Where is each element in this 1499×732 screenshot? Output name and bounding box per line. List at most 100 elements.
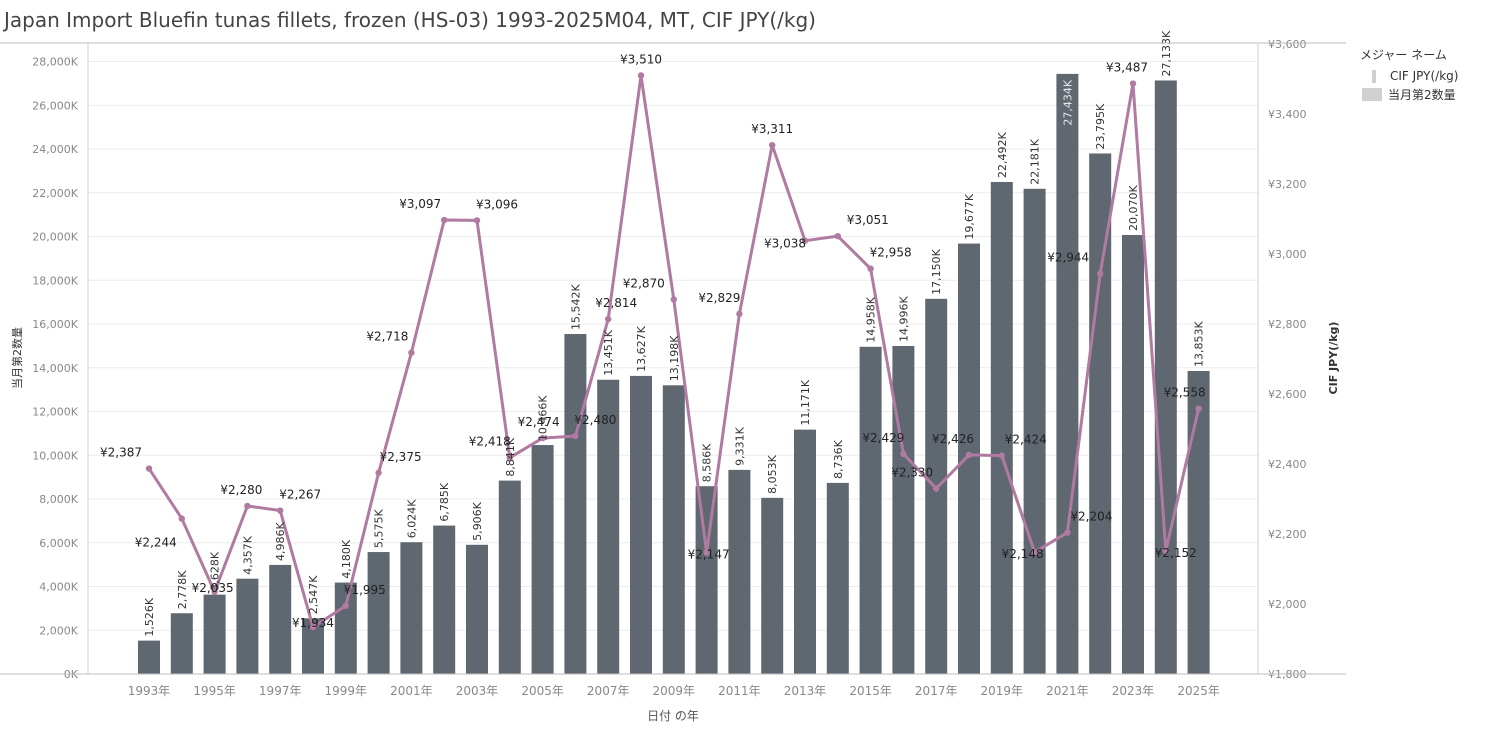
price-point-2025	[1195, 405, 1202, 412]
left-axis-title: 当月第2数量	[10, 327, 24, 389]
bar-label: 8,736K	[832, 439, 845, 478]
bar-2023	[1122, 234, 1144, 674]
price-point-2017	[933, 485, 940, 492]
price-line	[145, 72, 1202, 631]
left-tick-label: 24,000K	[32, 143, 78, 156]
price-label: ¥2,558	[1164, 386, 1206, 400]
price-label: ¥2,148	[1002, 547, 1044, 561]
price-label: ¥2,267	[279, 488, 321, 502]
price-point-2020	[1031, 549, 1038, 556]
price-label: ¥1,995	[344, 583, 386, 597]
bar-label: 15,542K	[569, 284, 582, 330]
price-point-1994	[178, 515, 185, 522]
bar-label: 2,547K	[307, 575, 320, 614]
price-point-2016	[900, 450, 907, 458]
price-point-1999	[342, 602, 349, 609]
legend-bar-swatch	[1362, 87, 1382, 101]
bar-label: 8,053K	[766, 454, 779, 493]
price-label: ¥2,147	[688, 548, 730, 562]
bar-2019	[990, 181, 1013, 675]
bar-label: 4,357K	[241, 535, 254, 574]
left-tick-label: 14,000K	[32, 362, 78, 375]
price-label: ¥2,426	[932, 432, 974, 446]
bar-2015	[859, 346, 882, 674]
price-point-1998	[309, 623, 317, 631]
bar-label: 9,331K	[733, 426, 746, 465]
x-tick-label: 2015年	[849, 684, 892, 698]
bar-label: 4,180K	[340, 539, 353, 578]
bar-label: 20,070K	[1127, 184, 1140, 230]
x-tick-label: 2007年	[587, 684, 630, 698]
x-tick-label: 2011年	[718, 684, 761, 698]
legend[interactable]: メジャー ネーム CIF JPY(/kg) 当月第2数量	[1360, 46, 1458, 103]
bar-label: 22,492K	[996, 131, 1009, 177]
price-point-2004	[506, 454, 513, 461]
right-tick-label: ¥2,400	[1268, 458, 1307, 471]
bar-label: 8,586K	[701, 443, 714, 482]
x-tick-label: 2017年	[915, 684, 958, 698]
price-label: ¥3,510	[620, 53, 662, 67]
legend-label-price: CIF JPY(/kg)	[1390, 69, 1459, 83]
price-label: ¥3,487	[1106, 61, 1148, 75]
x-tick-label: 2005年	[521, 684, 564, 698]
price-point-2005	[539, 434, 546, 442]
legend-item-quantity[interactable]: 当月第2数量	[1362, 85, 1458, 103]
left-tick-label: 10,000K	[32, 449, 78, 462]
legend-label-quantity: 当月第2数量	[1388, 87, 1456, 102]
bar-2008	[630, 375, 652, 674]
bar-label: 5,575K	[373, 509, 386, 548]
price-label: ¥1,934	[292, 616, 334, 630]
price-point-2000	[375, 469, 382, 476]
left-tick-label: 12,000K	[32, 406, 78, 419]
price-point-1997	[277, 507, 284, 514]
bar-label: 4,986K	[274, 521, 287, 560]
price-label: ¥2,204	[1070, 510, 1112, 524]
bar-2004	[498, 480, 521, 674]
x-tick-label: 2023年	[1112, 684, 1155, 698]
left-tick-label: 18,000K	[32, 274, 78, 287]
bar-label: 22,181K	[1029, 138, 1042, 184]
price-point-2012	[769, 141, 776, 149]
bar-label: 3,628K	[209, 551, 222, 590]
legend-title: メジャー ネーム	[1360, 48, 1447, 62]
price-label: ¥2,244	[135, 536, 177, 550]
axes: 0K2,000K4,000K6,000K8,000K10,000K12,000K…	[0, 38, 1346, 723]
bar-label: 2,778K	[176, 570, 189, 609]
bar-label: 10,466K	[537, 395, 550, 441]
x-tick-label: 2021年	[1046, 684, 1089, 698]
bar-1994	[170, 613, 193, 674]
price-label: ¥2,330	[891, 466, 933, 480]
bar-2020	[1023, 188, 1046, 674]
price-label: ¥3,096	[476, 197, 518, 211]
price-label: ¥2,829	[698, 291, 740, 305]
x-axis-title: 日付 の年	[647, 709, 699, 723]
price-point-2021	[1064, 529, 1071, 536]
left-tick-label: 8,000K	[39, 493, 78, 506]
price-label: ¥2,035	[192, 581, 234, 595]
bar-2016	[892, 345, 915, 674]
bar-label: 13,853K	[1193, 320, 1206, 366]
bar-2001	[400, 542, 423, 674]
price-point-2002	[441, 216, 448, 224]
price-point-2024	[1162, 547, 1170, 554]
price-label: ¥2,718	[366, 330, 408, 344]
right-tick-label: ¥3,600	[1268, 38, 1307, 51]
left-tick-label: 22,000K	[32, 187, 78, 200]
price-label: ¥2,387	[100, 446, 142, 460]
price-label: ¥3,038	[764, 237, 806, 251]
bar-label: 13,627K	[635, 325, 648, 371]
bar-label: 11,171K	[799, 379, 812, 425]
bar-2025	[1187, 370, 1210, 674]
bar-1997	[269, 564, 292, 674]
price-label: ¥2,429	[862, 431, 904, 445]
price-point-2014	[834, 232, 841, 240]
bar-2014	[826, 482, 849, 674]
bar-2002	[433, 525, 456, 674]
price-point-2023	[1129, 80, 1137, 87]
legend-item-price[interactable]: CIF JPY(/kg)	[1362, 67, 1458, 85]
bar-1998	[302, 618, 324, 674]
bar-2024	[1154, 80, 1177, 674]
bar-2000	[367, 552, 390, 674]
right-tick-label: ¥2,600	[1268, 388, 1307, 401]
